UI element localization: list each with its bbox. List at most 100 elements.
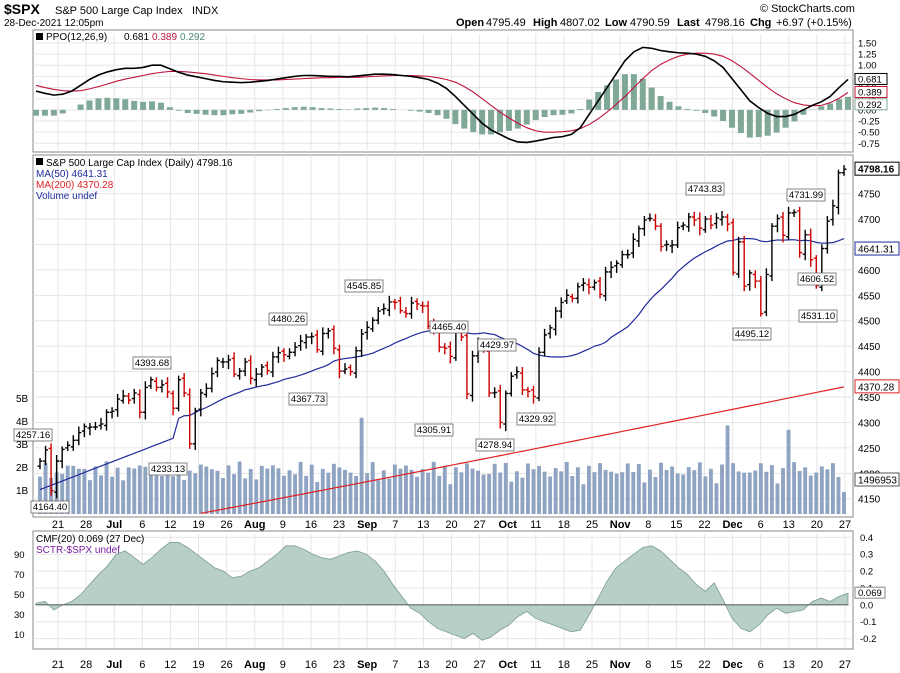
cmf-y-tick-label: 0.3 (860, 550, 873, 561)
chart-exchange: INDX (192, 5, 219, 17)
price-x-tick-label: Nov (610, 519, 632, 531)
ppo-histogram-bar (497, 109, 503, 133)
ma50-legend: MA(50) 4641.31 (36, 169, 108, 180)
ppo-histogram-bar (104, 97, 111, 110)
volume-bar (49, 477, 54, 514)
annotation-box (685, 182, 725, 196)
volume-bar (830, 463, 835, 514)
volume-bar (404, 465, 408, 514)
price-x-tick-label: Sep (357, 519, 377, 531)
ppo-histogram-bar (630, 74, 637, 110)
annotation-label: 4393.68 (135, 358, 169, 369)
volume-bar (99, 475, 103, 514)
ppo-y-tick-label: 0.00 (858, 105, 877, 116)
price-x-tick-label: 27 (839, 519, 851, 531)
cmf-y-tick-label: -0.1 (860, 617, 876, 628)
volume-bar (731, 463, 736, 514)
ppo-signal-value-box-label: 0.389 (858, 87, 882, 98)
volume-bar (392, 464, 397, 514)
ppo-histogram-bar (737, 109, 744, 134)
ppo-histogram-bar (514, 109, 521, 129)
volume-bar (553, 468, 558, 514)
volume-bar (714, 483, 719, 514)
volume-bar (819, 466, 824, 514)
volume-bar (359, 417, 364, 514)
volume-bar (182, 479, 187, 514)
cmf-x-tick-label: 7 (392, 659, 398, 671)
price-x-tick-label: 15 (670, 519, 682, 531)
volume-bar (442, 465, 447, 514)
volume-bar (215, 470, 220, 514)
volume-bar (487, 474, 492, 514)
volume-bar (625, 463, 630, 514)
volume-bar (753, 470, 758, 514)
ppo-histogram-bar (381, 108, 387, 110)
volume-bar (370, 462, 375, 514)
last-price-box (854, 161, 900, 176)
ppo-histogram-bar (461, 109, 468, 129)
volume-bar (221, 478, 225, 514)
ppo-histogram-bar (613, 79, 619, 110)
volume-bar (226, 465, 231, 514)
ppo-histogram-bar (711, 109, 718, 117)
annotation-box (288, 392, 328, 406)
volume-bar (586, 465, 591, 514)
price-x-tick-label: 27 (473, 519, 485, 531)
volume-bar (559, 471, 564, 514)
cmf-value-box (854, 586, 886, 599)
volume-bar (797, 470, 802, 514)
cmf-plot (35, 542, 849, 641)
volume-bar (326, 472, 331, 514)
volume-bar (725, 425, 730, 514)
chart-name: S&P 500 Large Cap Index (55, 5, 183, 17)
volume-bar (647, 469, 652, 514)
ppo-histogram-bar (827, 103, 834, 110)
ppo-histogram-bar (247, 109, 254, 113)
price-y-tick-label: 4500 (858, 317, 881, 328)
volume-bar (769, 465, 774, 514)
cmf-x-tick-label: Oct (499, 659, 518, 671)
ppo-panel (32, 29, 854, 153)
cmf-x-tick-label: Aug (244, 659, 265, 671)
annotation-label: 4495.12 (735, 329, 769, 340)
volume-bar (176, 463, 181, 514)
annotation-box (30, 500, 70, 514)
ppo-histogram-bar (684, 108, 691, 110)
annotation-box (798, 309, 838, 323)
cmf-x-tick-label: 19 (192, 659, 204, 671)
cmf-value-label: 0.069 (858, 588, 882, 599)
volume-bar (470, 468, 475, 514)
volume-bar (243, 478, 248, 514)
cmf-x-tick-label: 6 (139, 659, 145, 671)
price-x-tick-label: 8 (645, 519, 651, 531)
sctr-tick-label: 10 (14, 630, 25, 641)
volume-bar (121, 480, 126, 514)
cmf-x-tick-label: 18 (558, 659, 570, 671)
price-y-tick-label: 4450 (858, 342, 881, 353)
ppo-histogram-bar (50, 109, 57, 116)
price-x-tick-label: 19 (192, 519, 204, 531)
volume-value-box (854, 472, 900, 487)
volume-bar (60, 473, 65, 514)
volume-bar (254, 479, 259, 514)
ppo-histogram-bar (273, 108, 280, 110)
volume-bar (564, 461, 569, 514)
price-legend-title: S&P 500 Large Cap Index (Daily) 4798.16 (46, 158, 233, 169)
annotation-box (786, 188, 826, 202)
last-label: Last (677, 17, 700, 29)
ppo-histogram-bar (693, 109, 700, 111)
volume-bar (431, 461, 436, 514)
ppo-y-tick-label: 1.50 (858, 38, 877, 49)
price-y-tick-label: 4150 (858, 495, 881, 506)
volume-bar (520, 477, 525, 514)
volume-bar (703, 476, 708, 514)
annotation-label: 4164.40 (33, 502, 67, 513)
volume-bar (331, 463, 336, 514)
ppo-legend-label: PPO(12,26,9) (46, 32, 107, 43)
volume-bar (675, 473, 680, 514)
ppo-histogram-bar (434, 109, 441, 116)
sctr-legend: SCTR-$SPX undef (36, 545, 120, 556)
ma200-line (200, 386, 845, 514)
volume-bar (276, 468, 281, 514)
